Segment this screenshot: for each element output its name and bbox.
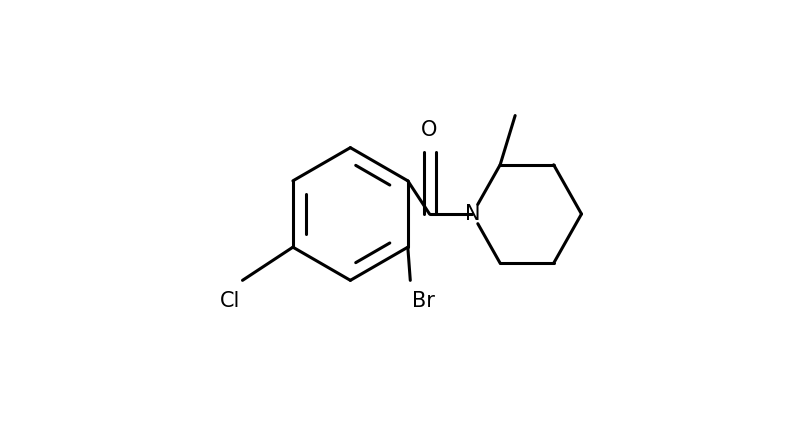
Text: Cl: Cl xyxy=(220,291,240,311)
Text: N: N xyxy=(464,204,479,224)
Text: Br: Br xyxy=(412,291,435,311)
Text: O: O xyxy=(421,120,437,140)
